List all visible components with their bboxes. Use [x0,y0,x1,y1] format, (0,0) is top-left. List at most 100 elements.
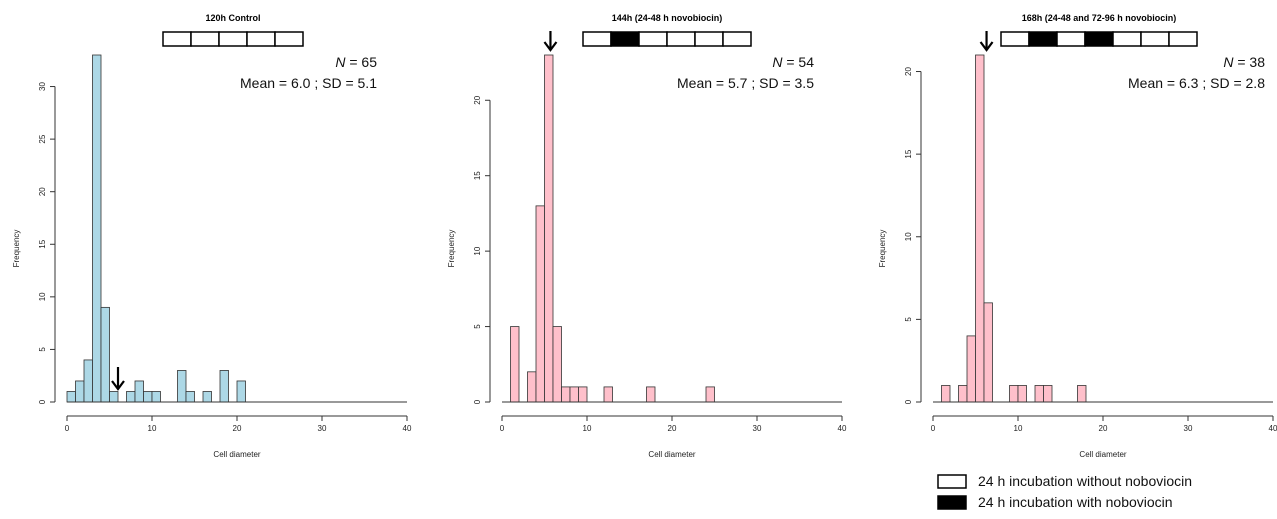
schedule-box [666,31,696,47]
histogram-bar [966,335,976,403]
n-count: N = 38 [1223,54,1265,70]
mean-sd-text: Mean = 5.7 ; SD = 3.5 [677,75,814,91]
legend-label: 24 h incubation with noboviocin [978,494,1173,510]
x-axis-label: Cell diameter [648,450,695,459]
histogram-bar [83,359,93,403]
histogram-bar [185,391,195,403]
n-value: = 38 [1233,54,1265,70]
histogram-bar [510,326,520,403]
histogram-bar [75,380,85,403]
n-value: = 54 [782,54,814,70]
x-tick-label: 40 [403,424,412,433]
x-tick-label: 30 [318,424,327,433]
histogram-bar [527,371,537,403]
histogram-bar [126,391,136,403]
histogram-bar [236,380,246,403]
schedule-box [162,31,192,47]
histogram-bar [66,391,76,403]
histogram-bar [1077,385,1087,403]
schedule-box [1084,31,1114,47]
histogram-bar [975,54,985,403]
y-tick-label: 5 [904,317,913,322]
x-axis-label: Cell diameter [1079,450,1126,459]
legend-swatch [937,474,967,489]
schedule-box [638,31,668,47]
schedule-box [1028,31,1058,47]
histogram-bar [578,386,588,403]
schedule-box [582,31,612,47]
y-tick-label: 15 [473,171,482,180]
legend-label: 24 h incubation without noboviocin [978,473,1192,489]
panel-title: 144h (24-48 h novobiocin) [612,13,723,23]
mean-arrow-head [543,41,558,52]
histogram-panel-2: 144h (24-48 h novobiocin) N = 54 Mean = 5.… [447,13,847,459]
histogram-bar [958,385,968,403]
schedule-box [274,31,304,47]
y-tick-label: 30 [38,82,47,91]
panel-title: 120h Control [205,13,260,23]
panel-title: 168h (24-48 and 72-96 h novobiocin) [1022,13,1177,23]
x-tick-label: 0 [65,424,70,433]
schedule-box [1056,31,1086,47]
histogram-bar [646,386,656,403]
x-tick-label: 0 [931,424,936,433]
y-tick-label: 25 [38,134,47,143]
histogram-bar [603,386,613,403]
y-tick-label: 10 [904,232,913,241]
histogram-panel-1: 120h Control N = 65 Mean = 6.0 ; SD = 5.1 0… [12,13,412,459]
x-tick-label: 20 [233,424,242,433]
x-tick-label: 40 [838,424,847,433]
legend: 24 h incubation without noboviocin 24 h i… [937,473,1192,510]
y-tick-label: 20 [904,67,913,76]
schedule-box [246,31,276,47]
histogram-bar [92,54,102,403]
histogram-bar [134,380,144,403]
y-tick-label: 0 [904,399,913,404]
y-tick-label: 0 [38,399,47,404]
histogram-bar [1034,385,1044,403]
histogram-bar [1043,385,1053,403]
y-tick-label: 5 [38,347,47,352]
mean-sd-text: Mean = 6.3 ; SD = 2.8 [1128,75,1265,91]
schedule-box [1112,31,1142,47]
histogram-bar [552,326,562,403]
histogram-bar [177,370,187,403]
y-tick-label: 20 [38,187,47,196]
histogram-bar [202,391,212,403]
x-tick-label: 10 [1014,424,1023,433]
histogram-bar [151,391,161,403]
n-count: N = 54 [772,54,814,70]
n-label: N [335,54,346,70]
schedule-box [1140,31,1170,47]
schedule-box [1000,31,1030,47]
x-tick-label: 10 [148,424,157,433]
histogram-bar [983,302,993,403]
histogram-bar [544,54,554,403]
schedule-box [190,31,220,47]
histogram-bar [100,306,110,403]
y-tick-label: 15 [38,239,47,248]
y-tick-label: 10 [38,292,47,301]
n-label: N [772,54,783,70]
histogram-bar [535,205,545,403]
y-tick-label: 0 [473,399,482,404]
mean-arrow-head [111,380,125,391]
y-tick-label: 20 [473,95,482,104]
y-tick-label: 15 [904,149,913,158]
schedule-box [1168,31,1198,47]
histogram-bar [143,391,153,403]
y-tick-label: 5 [473,324,482,329]
mean-arrow-head [979,41,994,52]
x-tick-label: 40 [1269,424,1277,433]
x-tick-label: 0 [500,424,505,433]
histogram-panel-3: 168h (24-48 and 72-96 h novobiocin) N = 3… [878,13,1277,459]
y-axis-label: Frequency [447,230,456,268]
schedule-box [694,31,724,47]
n-value: = 65 [345,54,377,70]
histogram-bar [1017,385,1027,403]
histogram-bar [219,370,229,403]
x-tick-label: 30 [1184,424,1193,433]
legend-swatch [937,495,967,510]
y-axis-label: Frequency [12,230,21,268]
schedule-box [722,31,752,47]
